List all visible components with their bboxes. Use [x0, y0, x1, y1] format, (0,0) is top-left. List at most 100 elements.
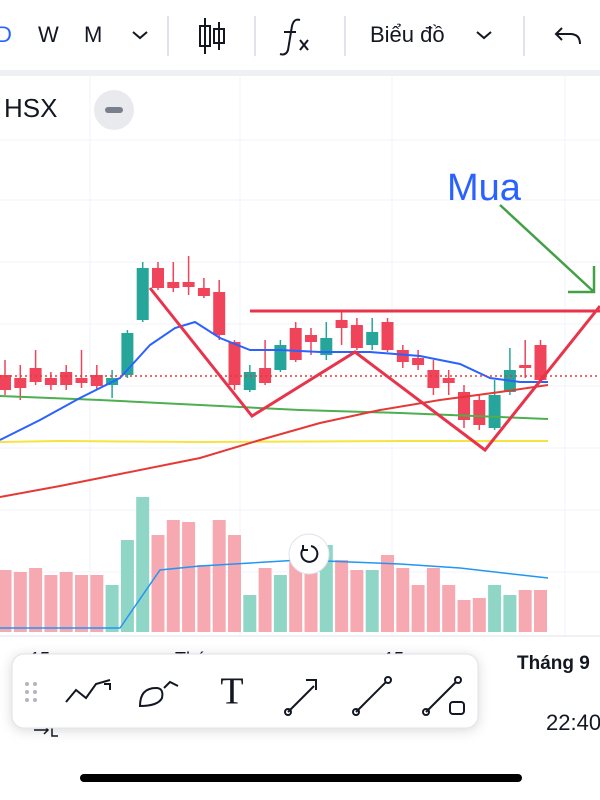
interval-m[interactable]: M	[84, 22, 102, 47]
separator	[0, 70, 600, 76]
grid	[0, 76, 600, 636]
volume-bar	[44, 575, 58, 632]
candle-body	[14, 378, 27, 388]
candle-body	[75, 378, 88, 383]
volume-bar	[90, 575, 104, 632]
volume-bar	[411, 585, 425, 632]
candle-body	[320, 338, 333, 355]
interval-dropdown[interactable]	[132, 31, 148, 40]
volume-bar	[273, 575, 287, 632]
drag-handle[interactable]	[25, 682, 37, 702]
candle-body	[90, 375, 103, 386]
volume-bar	[197, 565, 211, 632]
volume-ma	[0, 559, 549, 629]
volume-bar	[136, 497, 150, 632]
volume-bar	[0, 570, 12, 632]
top-bar	[0, 0, 600, 70]
candle-body	[305, 335, 317, 342]
volume-bar	[442, 585, 456, 632]
home-indicator	[80, 774, 522, 782]
volume-bar	[335, 560, 349, 632]
clock: 22:40	[546, 710, 600, 735]
volume-bar	[396, 568, 410, 632]
volume-bar	[13, 572, 27, 632]
candle-body	[243, 372, 256, 390]
volume-bar	[488, 585, 502, 632]
interval-d[interactable]: D	[0, 22, 12, 47]
volume-bar	[381, 555, 394, 632]
volume-bar	[166, 520, 180, 632]
candle-body	[182, 282, 195, 287]
candle-icon[interactable]	[199, 18, 225, 54]
ma-red	[0, 384, 549, 498]
candle-body	[381, 322, 394, 350]
volume-bar	[518, 590, 532, 632]
candle-body	[29, 368, 42, 382]
candle-body	[167, 282, 180, 288]
volume-bar	[151, 535, 165, 632]
candle-body	[289, 328, 302, 360]
trend-tool[interactable]	[65, 679, 111, 703]
volume-bar	[182, 522, 196, 632]
volume-bar	[29, 568, 43, 632]
ma-yellow	[0, 439, 548, 444]
candle-body	[136, 268, 149, 320]
candle-body	[350, 325, 363, 348]
candle-body	[197, 288, 210, 296]
volume-bar	[120, 540, 134, 632]
candle-body	[44, 378, 57, 385]
arrow-tool[interactable]	[287, 679, 317, 713]
ray-tool[interactable]	[425, 681, 457, 713]
volume-bar	[59, 572, 73, 632]
ma-blue	[0, 320, 548, 441]
candle-body	[534, 345, 547, 380]
chart-type-dropdown[interactable]	[476, 31, 492, 40]
candle-body	[366, 332, 379, 345]
volume-bar	[228, 535, 241, 632]
candle-body	[412, 358, 425, 365]
interval-w[interactable]: W	[38, 22, 59, 47]
volume-bar	[212, 520, 226, 632]
annotation: Mua	[447, 167, 522, 209]
volume-bar	[457, 600, 471, 632]
candle-body	[213, 292, 226, 335]
volume-bar	[350, 570, 364, 632]
text-tool[interactable]: T	[220, 671, 243, 713]
candle-body	[152, 268, 164, 288]
symbol: HSX	[4, 93, 57, 123]
volume-bar	[365, 570, 379, 632]
volume-bar	[534, 590, 547, 632]
arrow	[499, 204, 596, 294]
candle-body	[0, 375, 11, 390]
volume-bar	[105, 585, 119, 632]
candle-body	[396, 350, 409, 362]
collapse-icon	[105, 107, 123, 113]
candle-body	[335, 320, 348, 328]
chart-type[interactable]: Biểu đồ	[370, 22, 445, 47]
reset-icon	[300, 545, 319, 563]
candle-body	[427, 370, 440, 388]
candle-body	[473, 400, 486, 425]
undo-button[interactable]	[554, 27, 581, 45]
volume-bar	[75, 575, 88, 632]
time-label: Tháng 9	[517, 653, 590, 674]
candle-body	[488, 395, 501, 428]
pattern-drawing	[148, 287, 600, 453]
candle-body	[458, 392, 470, 420]
ma-green	[0, 395, 549, 420]
candle-body	[519, 365, 532, 368]
volume-bar	[243, 595, 257, 632]
line-tool[interactable]	[355, 681, 387, 713]
candle-body	[121, 333, 134, 375]
candle-body	[60, 372, 73, 385]
reset-button[interactable]	[288, 533, 330, 575]
candle-body	[274, 345, 287, 370]
drawing-toolbar	[11, 653, 479, 729]
volume-bar	[503, 595, 517, 632]
volume-bar	[258, 568, 272, 632]
brush-tool[interactable]	[138, 680, 179, 708]
volume-bar	[472, 598, 486, 632]
indicator-icon[interactable]	[279, 18, 309, 56]
candle-body	[442, 378, 455, 383]
